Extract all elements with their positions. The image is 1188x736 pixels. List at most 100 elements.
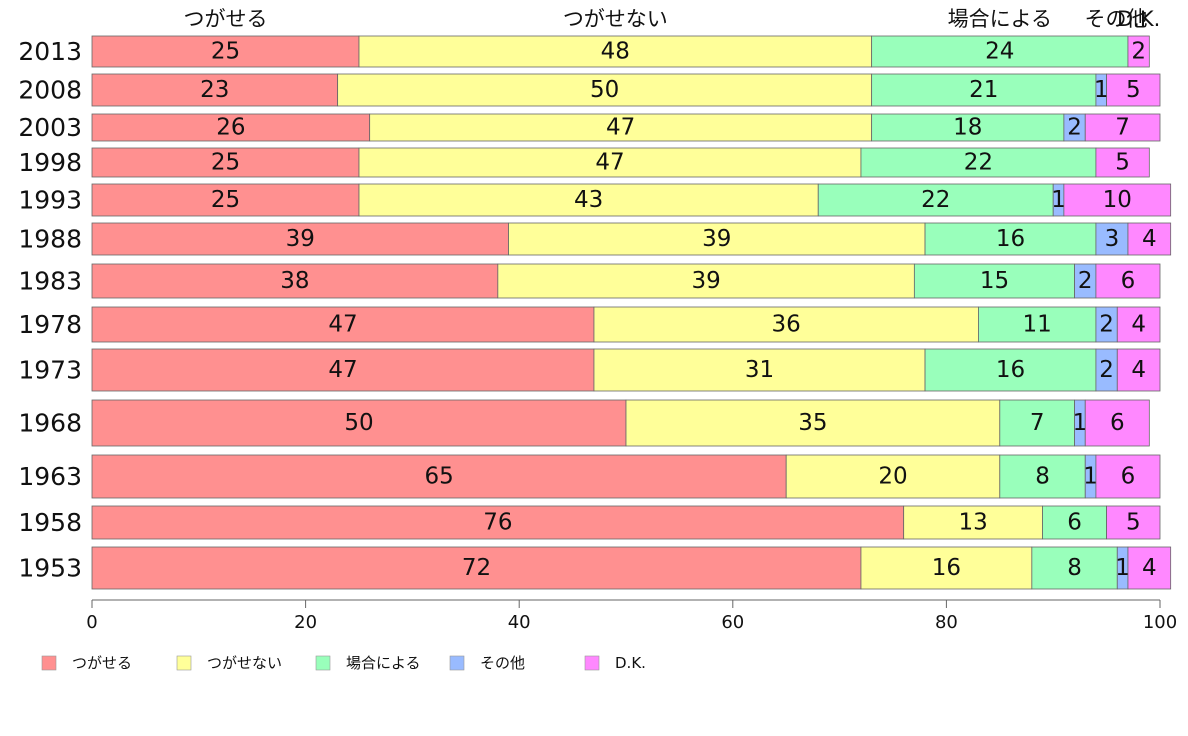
x-tick-label: 60	[721, 612, 744, 633]
data-label: 25	[211, 39, 240, 65]
data-label: 24	[985, 39, 1014, 65]
legend-swatch	[449, 655, 465, 671]
x-tick-label: 0	[86, 612, 97, 633]
bar-row: 23 50 21 1 5	[91, 73, 1161, 107]
year-label: 1998	[18, 148, 82, 177]
year-label: 1973	[18, 356, 82, 385]
legend-item: 場合による	[315, 654, 421, 672]
data-label: 1	[1083, 464, 1098, 490]
data-label: 6	[1110, 410, 1125, 436]
data-label: 16	[996, 357, 1025, 383]
year-label: 1993	[18, 186, 82, 215]
legend: つがせる つがせない 場合による その他 D.K.	[41, 654, 646, 672]
year-label: 1953	[18, 554, 82, 583]
bar-segment	[860, 546, 1033, 590]
data-label: 13	[958, 510, 987, 536]
data-label: 65	[424, 464, 453, 490]
bar-segment	[978, 306, 1097, 343]
year-label: 2003	[18, 113, 82, 142]
data-label: 20	[878, 464, 907, 490]
bar-segment	[91, 147, 360, 178]
column-header: つがせる	[184, 7, 268, 31]
year-label: 1963	[18, 462, 82, 491]
year-labels: 2013 2008 2003 1998 1993 1988 1983 1978 1973 1968…	[18, 37, 82, 583]
column-header: 場合による	[948, 7, 1052, 31]
bars: 25 48 24 223 50 21 1 526 47 18 2 725 47 22 525 43 22 1 103…	[91, 35, 1172, 590]
data-label: 43	[574, 187, 603, 213]
data-label: 72	[462, 555, 491, 581]
x-tick-label: 20	[294, 612, 317, 633]
bar-segment	[508, 222, 926, 256]
bar-row: 50 35 7 1 6	[91, 399, 1150, 447]
bar-segment	[358, 147, 862, 178]
bar-segment	[903, 505, 1043, 540]
data-label: 39	[702, 226, 731, 252]
data-label: 6	[1121, 464, 1136, 490]
x-axis: 0 20 40 60 80 100	[86, 599, 1177, 633]
data-label: 8	[1067, 555, 1082, 581]
data-label: 38	[280, 268, 309, 294]
bar-segment	[913, 263, 1075, 299]
bar-segment	[1031, 546, 1118, 590]
year-label: 1978	[18, 310, 82, 339]
legend-label: つがせない	[207, 654, 282, 672]
data-label: 4	[1131, 312, 1146, 338]
bar-segment	[497, 263, 915, 299]
data-label: 7	[1115, 115, 1130, 141]
data-label: 36	[772, 312, 801, 338]
data-label: 4	[1131, 357, 1146, 383]
bar-segment	[91, 73, 339, 107]
legend-swatch	[41, 655, 57, 671]
bar-segment	[1106, 73, 1161, 107]
bar-row: 47 31 16 2 4	[91, 348, 1161, 392]
bar-segment	[1116, 348, 1161, 392]
data-label: 31	[745, 357, 774, 383]
bar-row: 25 43 22 1 10	[91, 183, 1172, 217]
data-label: 76	[483, 510, 512, 536]
data-label: 15	[980, 268, 1009, 294]
bar-segment	[1063, 183, 1172, 217]
bar-segment	[593, 348, 926, 392]
bar-row: 76 13 6 5	[91, 505, 1161, 540]
bar-row: 26 47 18 2 7	[91, 113, 1161, 142]
column-header: その他	[1084, 7, 1147, 31]
data-label: 2	[1099, 312, 1114, 338]
bar-segment	[358, 183, 819, 217]
data-label: 50	[590, 77, 619, 103]
data-label: 5	[1126, 510, 1141, 536]
data-label: 47	[606, 115, 635, 141]
data-label: 1	[1115, 555, 1130, 581]
data-label: 3	[1105, 226, 1120, 252]
legend-item: つがせない	[176, 654, 282, 672]
data-label: 8	[1035, 464, 1050, 490]
bar-segment	[91, 399, 627, 447]
data-label: 6	[1067, 510, 1082, 536]
bar-segment	[1127, 35, 1150, 68]
column-header: D.K.	[1117, 7, 1160, 31]
data-label: 18	[953, 115, 982, 141]
legend-item: その他	[449, 654, 525, 672]
bar-segment	[1084, 399, 1150, 447]
bar-row: 25 48 24 2	[91, 35, 1150, 68]
legend-label: D.K.	[615, 654, 646, 672]
bar-segment	[337, 73, 873, 107]
data-label: 22	[964, 150, 993, 176]
data-label: 47	[328, 357, 357, 383]
data-label: 25	[211, 150, 240, 176]
bar-segment	[91, 35, 360, 68]
bar-segment	[625, 399, 1001, 447]
bar-segment	[1127, 546, 1172, 590]
year-label: 1958	[18, 508, 82, 537]
data-label: 4	[1142, 226, 1157, 252]
bar-segment	[1095, 147, 1150, 178]
bar-segment	[1095, 454, 1161, 499]
data-label: 22	[921, 187, 950, 213]
legend-swatch	[315, 655, 331, 671]
bar-segment	[91, 348, 595, 392]
data-label: 2	[1131, 39, 1146, 65]
legend-swatch	[176, 655, 192, 671]
data-label: 11	[1023, 312, 1052, 338]
year-label: 1968	[18, 409, 82, 438]
